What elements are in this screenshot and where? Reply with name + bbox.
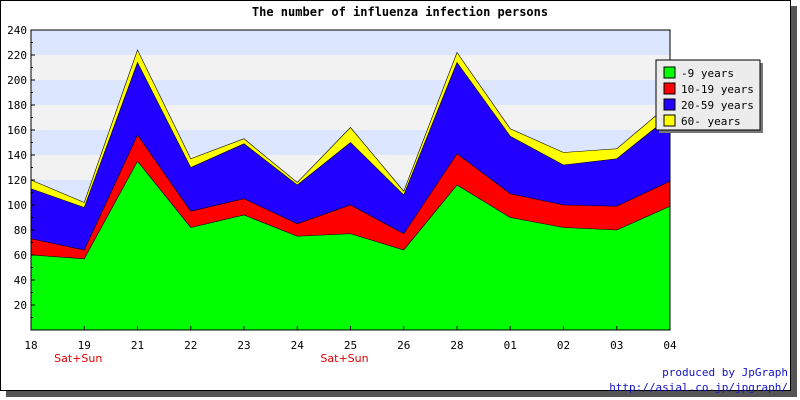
- y-tick-label: 20: [14, 299, 27, 312]
- y-tick-label: 140: [7, 149, 27, 162]
- x-tick-label: 21: [131, 339, 144, 352]
- y-tick-label: 200: [7, 74, 27, 87]
- chart-title: The number of influenza infection person…: [252, 5, 548, 19]
- legend-label: 20-59 years: [681, 99, 754, 112]
- x-tick-label: 25: [344, 339, 357, 352]
- series-outline: [30, 61, 671, 208]
- x-tick-label: 23: [237, 339, 250, 352]
- legend-label: 10-19 years: [681, 83, 754, 96]
- y-tick-label: 60: [14, 249, 27, 262]
- x-tick-label: 02: [557, 339, 570, 352]
- series-outline: [30, 49, 671, 203]
- y-tick-label: 80: [14, 224, 27, 237]
- x-tick-label: 19: [78, 339, 91, 352]
- area-series: [30, 49, 671, 330]
- axes: 20 40 60 80 100 120 140 160 180 200 220 240 18 19 21 22…: [7, 24, 677, 365]
- weekend-label: Sat+Sun: [54, 352, 102, 365]
- y-tick-label: 160: [7, 124, 27, 137]
- credit-line-1: produced by JpGraph: [662, 366, 788, 379]
- y-tick-label: 180: [7, 99, 27, 112]
- x-tick-label: 04: [663, 339, 677, 352]
- y-tick-label: 240: [7, 24, 27, 37]
- y-tick-label: 220: [7, 49, 27, 62]
- x-tick-label: 01: [504, 339, 517, 352]
- y-tick-label: 120: [7, 174, 27, 187]
- grid-band: [31, 55, 670, 80]
- y-tick-label: 100: [7, 199, 27, 212]
- grid-band: [31, 30, 670, 55]
- x-tick-label: 18: [24, 339, 37, 352]
- y-tick-label: 40: [14, 274, 27, 287]
- legend-swatch: [663, 98, 676, 111]
- legend-swatch: [663, 114, 676, 127]
- series-outline: [30, 134, 671, 251]
- weekend-label: Sat+Sun: [320, 352, 368, 365]
- x-tick-label: 24: [291, 339, 305, 352]
- x-tick-label: 22: [184, 339, 197, 352]
- x-tick-label: 28: [450, 339, 463, 352]
- legend: -9 years 10-19 years 20-59 years 60- years: [655, 59, 763, 133]
- x-tick-label: 03: [610, 339, 623, 352]
- legend-swatch: [663, 82, 676, 95]
- credit-url[interactable]: http://asial.co.jp/jpgraph/: [609, 381, 788, 394]
- area-9-years[interactable]: [31, 161, 670, 330]
- legend-label: -9 years: [681, 67, 734, 80]
- x-tick-label: 26: [397, 339, 410, 352]
- series-outline: [30, 160, 671, 260]
- legend-swatch: [663, 66, 676, 79]
- legend-label: 60- years: [681, 115, 741, 128]
